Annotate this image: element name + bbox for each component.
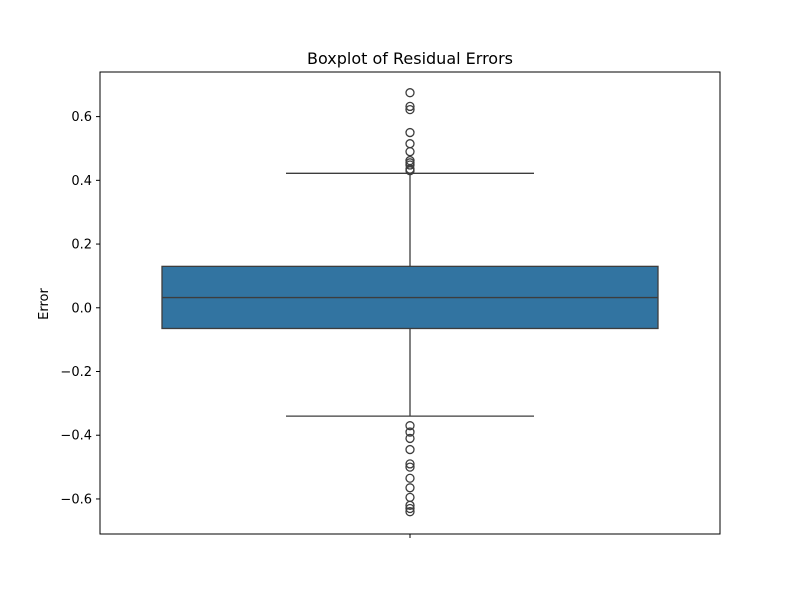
outlier-point <box>405 444 415 455</box>
outlier-point <box>405 139 415 149</box>
outlier-point <box>405 421 415 431</box>
outlier-point <box>405 500 415 510</box>
outlier-point <box>405 147 415 157</box>
outlier-point <box>405 127 415 138</box>
plot-frame <box>99 71 721 535</box>
outlier-point <box>405 492 415 503</box>
outlier-point <box>405 503 415 514</box>
y-tick-label: 0.4 <box>71 174 92 189</box>
y-tick-label: −0.2 <box>60 365 92 380</box>
outlier-point <box>405 473 415 483</box>
plot-area: −0.6 −0.4 −0.2 0.0 0.2 0.4 0.6 <box>60 88 659 538</box>
outlier-point <box>405 433 415 444</box>
y-tick-label: −0.6 <box>60 492 92 507</box>
outlier-point <box>405 483 415 493</box>
outlier-point <box>405 88 415 98</box>
outlier-point <box>405 507 415 517</box>
outlier-point <box>405 166 415 176</box>
y-tick-label: 0.0 <box>71 301 92 316</box>
y-tick-label: −0.4 <box>60 429 92 444</box>
y-tick-label: 0.2 <box>71 238 92 253</box>
outlier-point <box>405 427 415 437</box>
chart-title: Boxplot of Residual Errors <box>307 49 513 68</box>
outlier-point <box>405 160 415 170</box>
y-tick-label: 0.6 <box>71 110 92 125</box>
outlier-point <box>405 459 415 469</box>
y-axis-label: Error <box>37 288 52 320</box>
outlier-point <box>405 462 415 472</box>
outlier-point <box>405 104 415 115</box>
outlier-point <box>405 101 415 112</box>
